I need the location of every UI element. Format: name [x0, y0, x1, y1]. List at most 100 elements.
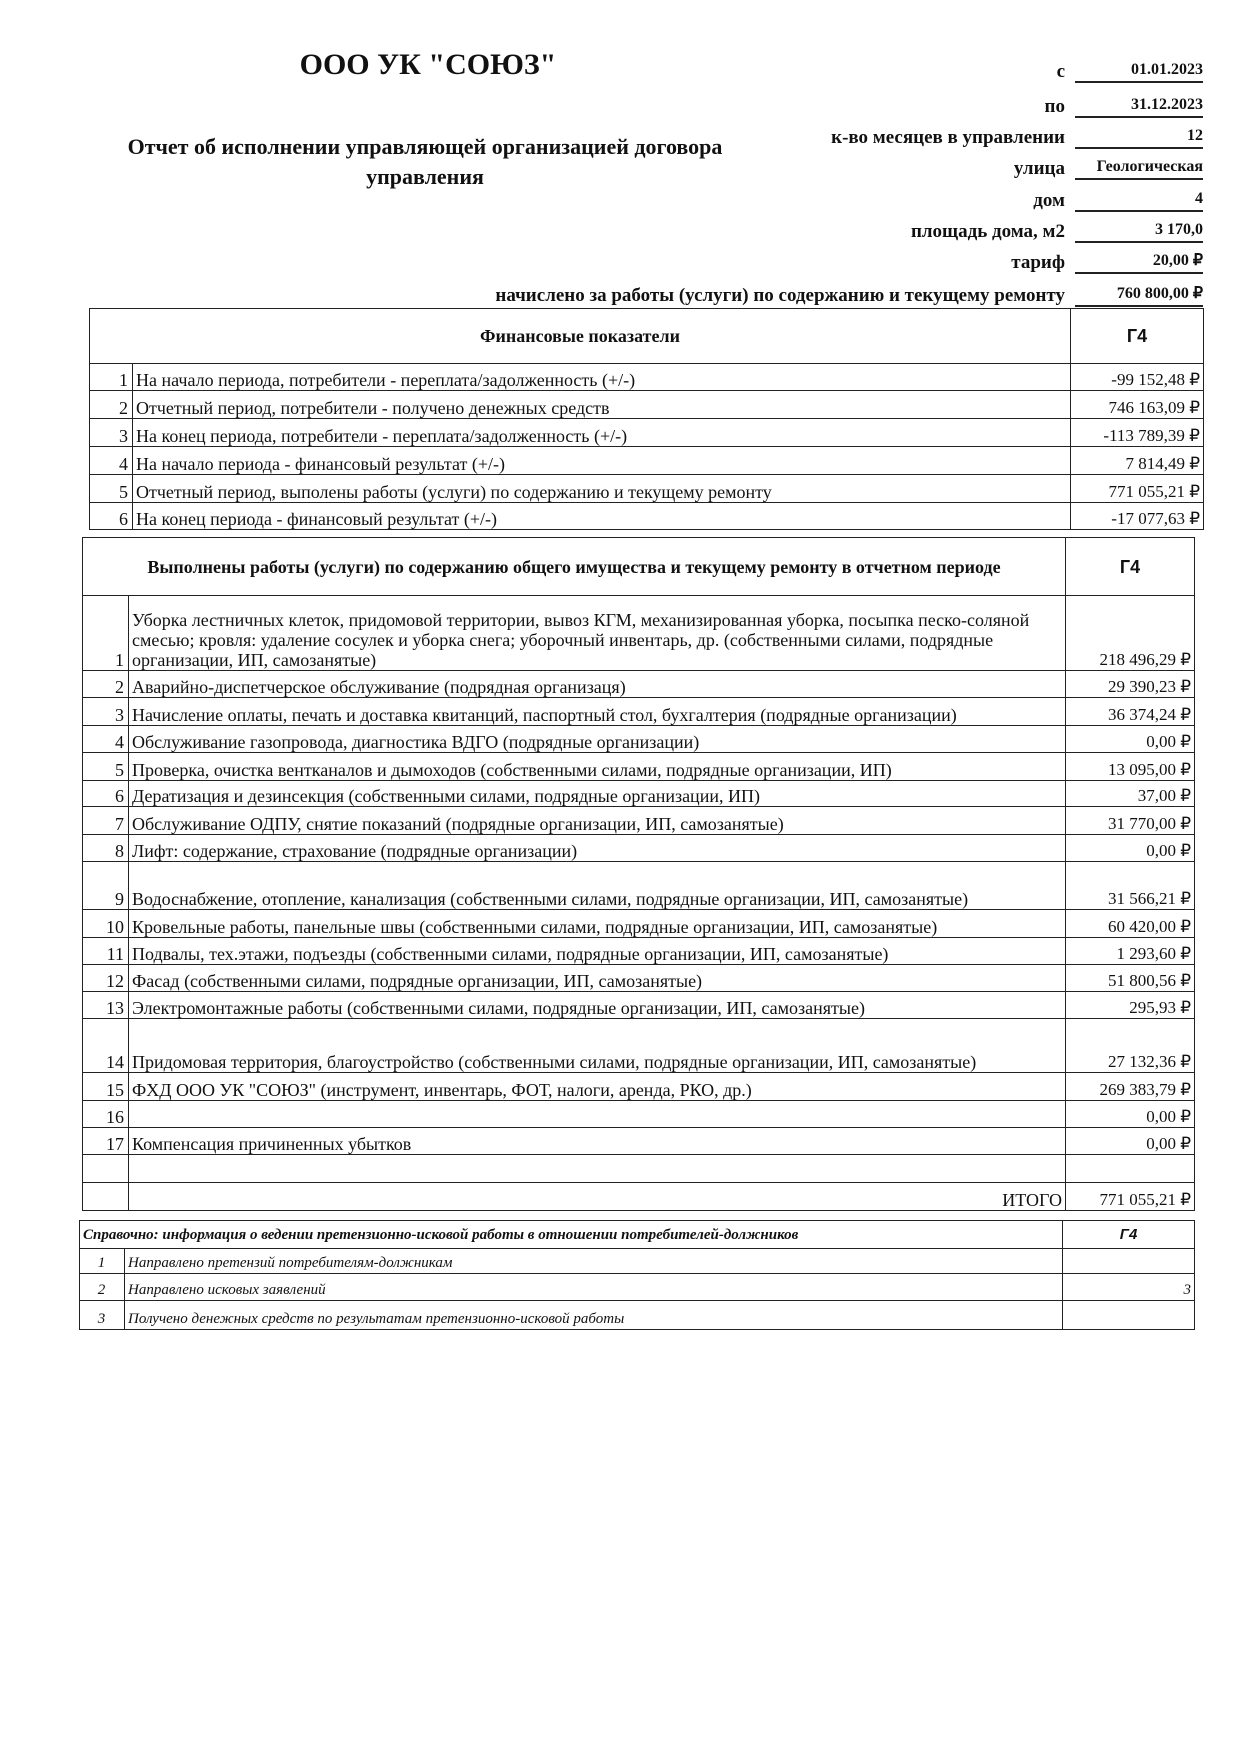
row-label	[127, 1100, 1067, 1128]
row-label: Обслуживание ОДПУ, снятие показаний (под…	[127, 806, 1067, 835]
row-label: Начисление оплаты, печать и доставка кви…	[127, 697, 1067, 726]
row-label: Компенсация причиненных убытков	[127, 1127, 1067, 1155]
meta-field-row: площадь дома, м2 3 170,0	[911, 215, 1203, 243]
table-row: 9 Водоснабжение, отопление, канализация (…	[82, 861, 1196, 910]
meta-field-row: по 31.12.2023	[1045, 90, 1203, 118]
table-row: 11 Подвалы, тех.этажи, подъезды (собствен…	[82, 937, 1196, 965]
row-number: 5	[82, 752, 129, 781]
row-value: 31 770,00 ₽	[1065, 806, 1196, 835]
row-value: 269 383,79 ₽	[1065, 1072, 1196, 1101]
meta-field-value: 4	[1075, 190, 1203, 212]
meta-field-label: улица	[1013, 158, 1065, 179]
meta-field-value: 31.12.2023	[1075, 96, 1203, 118]
total-value: 771 055,21 ₽	[1065, 1182, 1196, 1211]
row-value: 0,00 ₽	[1065, 1127, 1196, 1155]
table-row: 5 Отчетный период, выполены работы (услуг…	[89, 474, 1205, 503]
row-label: На конец периода - финансовый результат …	[131, 502, 1072, 530]
row-number: 2	[82, 670, 129, 698]
total-empty-cell	[82, 1182, 129, 1211]
row-value: 7 814,49 ₽	[1070, 446, 1205, 475]
row-label: Получено денежных средств по результатам…	[123, 1300, 1064, 1330]
table-row: 15 ФХД ООО УК "СОЮЗ" (инструмент, инвента…	[82, 1072, 1196, 1101]
row-number: 17	[82, 1127, 129, 1155]
table-row: 3 Начисление оплаты, печать и доставка кв…	[82, 697, 1196, 726]
row-value: 37,00 ₽	[1065, 780, 1196, 807]
financial-column-header: Г4	[1070, 308, 1205, 364]
total-label: ИТОГО	[127, 1182, 1067, 1211]
works-table: Выполнены работы (услуги) по содержанию …	[81, 537, 1196, 1211]
row-number: 16	[82, 1100, 129, 1128]
row-label: Кровельные работы, панельные швы (собств…	[127, 909, 1067, 938]
row-value: 3	[1062, 1273, 1196, 1301]
meta-field-label: дом	[1033, 190, 1065, 211]
claims-header: Справочно: информация о ведении претензи…	[78, 1220, 1064, 1249]
table-row: 2 Направлено исковых заявлений 3	[79, 1273, 1196, 1301]
table-row: 4 На начало периода - финансовый результа…	[89, 446, 1205, 475]
row-value: 295,93 ₽	[1065, 991, 1196, 1019]
table-row: 10 Кровельные работы, панельные швы (собс…	[82, 909, 1196, 938]
row-label: ФХД ООО УК "СОЮЗ" (инструмент, инвентарь…	[127, 1072, 1067, 1101]
row-value: 746 163,09 ₽	[1070, 390, 1205, 419]
meta-field-value: 12	[1075, 127, 1203, 149]
row-number: 10	[82, 909, 129, 938]
table-row: 17 Компенсация причиненных убытков 0,00 ₽	[82, 1127, 1196, 1155]
row-number: 4	[82, 725, 129, 753]
financial-indicators-table: Финансовые показатели Г4 1 На начало период…	[88, 308, 1205, 530]
row-label: Обслуживание газопровода, диагностика ВД…	[127, 725, 1067, 753]
meta-field-label: тариф	[1011, 252, 1065, 273]
meta-field-label: к-во месяцев в управлении	[831, 127, 1065, 148]
row-label: Дератизация и дезинсекция (собственными …	[127, 780, 1067, 807]
row-value: 27 132,36 ₽	[1065, 1018, 1196, 1073]
row-value: 1 293,60 ₽	[1065, 937, 1196, 965]
meta-field-row: к-во месяцев в управлении 12	[831, 121, 1203, 149]
table-row: 6 На конец периода - финансовый результат…	[89, 502, 1205, 530]
row-value: 218 496,29 ₽	[1065, 595, 1196, 671]
table-row: 1 На начало периода, потребители - перепл…	[89, 363, 1205, 391]
row-label: Отчетный период, выполены работы (услуги…	[131, 474, 1072, 503]
row-value: 60 420,00 ₽	[1065, 909, 1196, 938]
row-value: 771 055,21 ₽	[1070, 474, 1205, 503]
meta-field-row: дом 4	[1033, 184, 1203, 212]
table-row: 2 Аварийно-диспетчерское обслуживание (по…	[82, 670, 1196, 698]
row-label: Водоснабжение, отопление, канализация (с…	[127, 861, 1067, 910]
row-number: 3	[89, 418, 133, 447]
row-value: 36 374,24 ₽	[1065, 697, 1196, 726]
row-value: 29 390,23 ₽	[1065, 670, 1196, 698]
row-number: 8	[82, 834, 129, 862]
row-number: 7	[82, 806, 129, 835]
row-number: 13	[82, 991, 129, 1019]
row-number: 12	[82, 964, 129, 992]
row-label: Направлено исковых заявлений	[123, 1273, 1064, 1301]
meta-field-label: площадь дома, м2	[910, 221, 1065, 242]
row-value: 51 800,56 ₽	[1065, 964, 1196, 992]
row-label: Придомовая территория, благоустройство (…	[127, 1018, 1067, 1073]
meta-field-value: 3 170,0	[1075, 221, 1203, 243]
organization-name: ООО УК "СОЮЗ"	[299, 48, 557, 81]
meta-field-row: с 01.01.2023	[1057, 55, 1203, 83]
row-value: -99 152,48 ₽	[1070, 363, 1205, 391]
table-row: 5 Проверка, очистка вентканалов и дымоход…	[82, 752, 1196, 781]
meta-field-row: тариф 20,00 ₽	[1011, 246, 1203, 274]
row-value: 0,00 ₽	[1065, 725, 1196, 753]
row-number: 6	[82, 780, 129, 807]
table-row: 6 Дератизация и дезинсекция (собственными…	[82, 780, 1196, 807]
row-label: На начало периода, потребители - перепла…	[131, 363, 1072, 391]
report-title: Отчет об исполнении управляющей организа…	[127, 134, 723, 189]
row-label: Подвалы, тех.этажи, подъезды (собственны…	[127, 937, 1067, 965]
table-row: 8 Лифт: содержание, страхование (подрядны…	[82, 834, 1196, 862]
works-header: Выполнены работы (услуги) по содержанию …	[81, 537, 1067, 596]
row-value: -17 077,63 ₽	[1070, 502, 1205, 530]
meta-field-value: Геологическая	[1075, 158, 1203, 180]
row-label: На начало периода - финансовый результат…	[131, 446, 1072, 475]
table-row: 12 Фасад (собственными силами, подрядные …	[82, 964, 1196, 992]
table-row: 16 0,00 ₽	[82, 1100, 1196, 1128]
row-value: 0,00 ₽	[1065, 834, 1196, 862]
row-label: Лифт: содержание, страхование (подрядные…	[127, 834, 1067, 862]
row-label: На конец периода, потребители - переплат…	[131, 418, 1072, 447]
row-value: 0,00 ₽	[1065, 1100, 1196, 1128]
row-number: 3	[79, 1300, 125, 1330]
row-label	[127, 1154, 1067, 1183]
row-number: 2	[89, 390, 133, 419]
table-row: 3 На конец периода, потребители - перепла…	[89, 418, 1205, 447]
meta-field-value: 01.01.2023	[1075, 61, 1203, 83]
